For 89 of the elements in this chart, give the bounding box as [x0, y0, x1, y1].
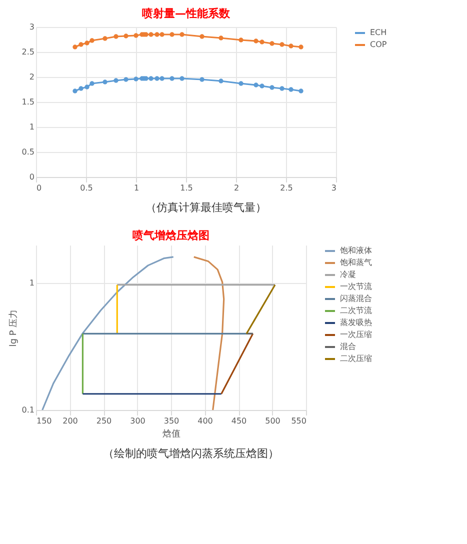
point [280, 42, 284, 47]
y-tick-label: 0.1 [22, 406, 34, 414]
point [254, 38, 258, 44]
y-tick-label: 1 [29, 278, 34, 288]
point [298, 44, 304, 50]
point [218, 36, 224, 40]
point [102, 80, 108, 84]
x-tick-label: 150 [36, 416, 52, 426]
x-tick-label: 300 [130, 416, 146, 426]
point [134, 33, 138, 38]
point [298, 88, 304, 94]
point [270, 41, 274, 46]
legend-label: 一次压缩 [340, 330, 372, 339]
point [180, 76, 184, 81]
point [260, 40, 264, 44]
point [148, 76, 154, 81]
chart-title: 喷气增焓压焓图 [132, 229, 210, 242]
point [200, 34, 204, 39]
point [102, 36, 108, 41]
point [124, 77, 128, 82]
point [180, 32, 184, 37]
point [114, 78, 118, 83]
point [78, 42, 84, 47]
text: （绘制的喷气增焓闪蒸系统压焓图） [103, 447, 279, 460]
x-tick-label: 500 [265, 416, 280, 426]
line-series [42, 256, 174, 410]
y-tick-label: 1 [29, 122, 34, 132]
legend-label: COP [370, 40, 387, 49]
point [84, 40, 90, 46]
legend-label: 饱和液体 [339, 246, 372, 255]
point [160, 76, 164, 81]
y-tick-label: 2.5 [22, 48, 34, 56]
x-tick-label: 0.5 [80, 184, 93, 192]
point [260, 84, 264, 88]
legend-label: 闪蒸混合 [340, 294, 372, 303]
point [170, 76, 174, 81]
x-tick-label: 1 [134, 184, 140, 192]
y-tick-label: 0 [29, 172, 34, 182]
point [148, 32, 154, 37]
point [218, 78, 224, 84]
legend-label: 混合 [340, 342, 356, 351]
point [84, 84, 90, 90]
point [90, 38, 94, 43]
x-tick-label: 450 [231, 416, 247, 426]
legend-label: 蒸发吸热 [340, 318, 372, 327]
legend-label: 二次节流 [340, 306, 372, 315]
legend-label: 饱和蒸气 [339, 258, 372, 267]
x-tick-label: 400 [198, 416, 213, 426]
x-tick-label: 3 [331, 184, 336, 192]
legend-label: 二次压缩 [340, 354, 372, 363]
point [72, 88, 78, 94]
point [72, 44, 78, 50]
point [270, 85, 274, 90]
legend-label: ECH [370, 28, 387, 37]
legend-label: 冷凝 [340, 270, 356, 279]
point [238, 81, 244, 86]
x-tick-label: 1.5 [180, 184, 193, 192]
y-tick-label: 2 [29, 72, 34, 82]
point [288, 87, 294, 92]
point [154, 32, 160, 37]
point [254, 82, 258, 88]
text: （仿真计算最佳喷气量） [146, 201, 266, 214]
x-tick-label: 0 [36, 184, 42, 192]
point [170, 32, 174, 37]
point [134, 76, 138, 82]
point [200, 77, 204, 82]
y-tick-label: 1.5 [22, 98, 34, 106]
x-axis-title: 焓值 [162, 428, 180, 440]
legend-label: 一次节流 [340, 282, 372, 291]
chart-title: 喷射量—性能系数 [142, 7, 231, 20]
line-series [193, 256, 225, 410]
point [160, 32, 164, 37]
x-tick-label: 550 [291, 416, 306, 426]
point [288, 44, 294, 48]
point [238, 38, 244, 42]
y-tick-label: 0.5 [22, 148, 34, 156]
point [78, 86, 84, 91]
point [154, 76, 160, 81]
x-tick-label: 2 [234, 184, 240, 192]
x-tick-label: 350 [164, 416, 180, 426]
point [280, 86, 284, 91]
y-tick-label: 3 [29, 22, 34, 32]
x-tick-label: 250 [96, 416, 112, 426]
x-tick-label: 2.5 [280, 184, 293, 192]
point [124, 34, 128, 38]
y-axis-title: lg P 压力 [8, 309, 19, 347]
x-tick-label: 200 [62, 416, 78, 426]
point [90, 81, 94, 86]
point [114, 34, 118, 39]
